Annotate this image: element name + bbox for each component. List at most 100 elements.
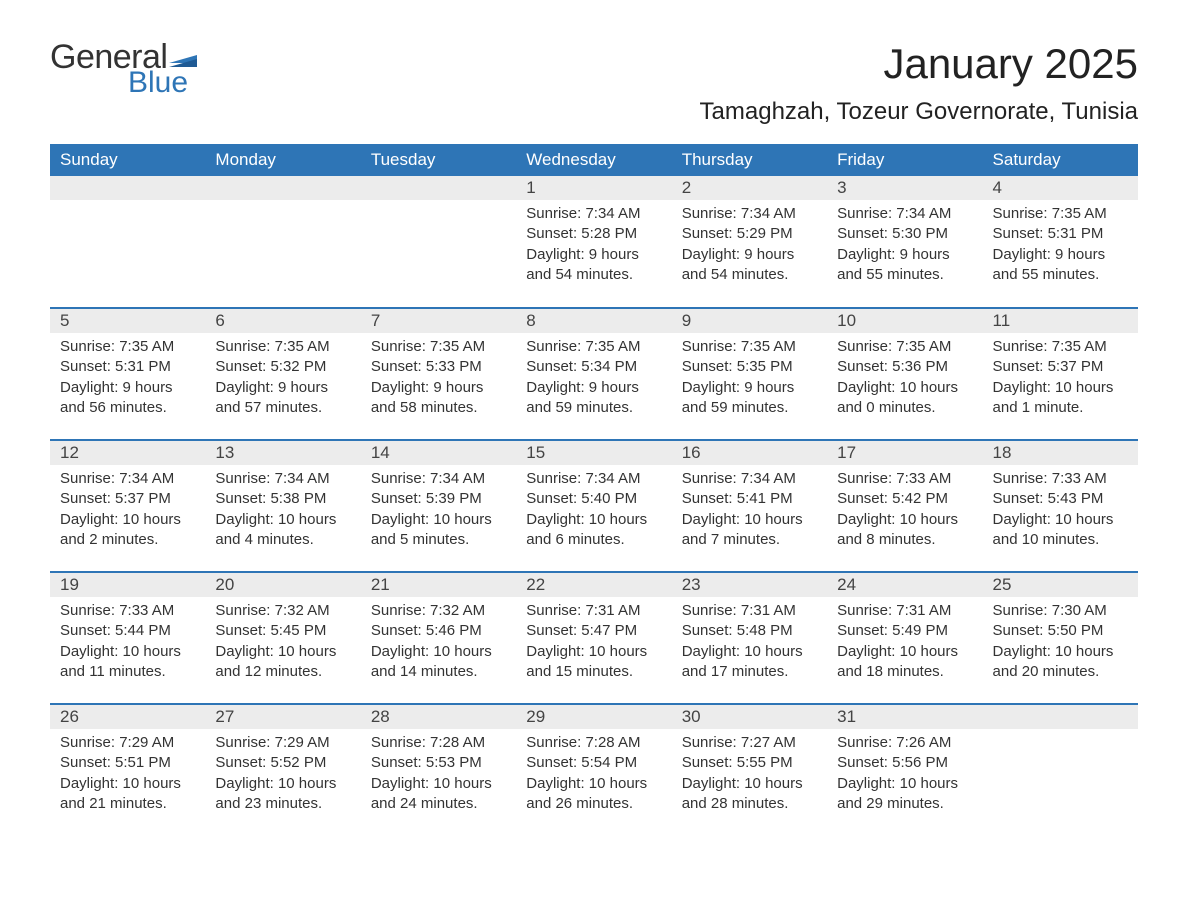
daylight-text: Daylight: 10 hours and 29 minutes. — [837, 774, 972, 815]
day-number: 22 — [516, 573, 671, 597]
day-number: 10 — [827, 309, 982, 333]
daylight-text: Daylight: 10 hours and 14 minutes. — [371, 642, 506, 683]
sunset-text: Sunset: 5:38 PM — [215, 489, 350, 509]
sunset-text: Sunset: 5:40 PM — [526, 489, 661, 509]
sunrise-text: Sunrise: 7:31 AM — [682, 601, 817, 621]
calendar-cell: 10Sunrise: 7:35 AMSunset: 5:36 PMDayligh… — [827, 308, 982, 440]
month-title: January 2025 — [700, 40, 1138, 88]
day-number: 29 — [516, 705, 671, 729]
sunset-text: Sunset: 5:43 PM — [993, 489, 1128, 509]
day-header: Wednesday — [516, 144, 671, 176]
calendar-cell — [50, 176, 205, 308]
calendar-cell: 6Sunrise: 7:35 AMSunset: 5:32 PMDaylight… — [205, 308, 360, 440]
sunrise-text: Sunrise: 7:29 AM — [60, 733, 195, 753]
sunrise-text: Sunrise: 7:31 AM — [837, 601, 972, 621]
calendar-cell: 29Sunrise: 7:28 AMSunset: 5:54 PMDayligh… — [516, 704, 671, 836]
daylight-text: Daylight: 10 hours and 5 minutes. — [371, 510, 506, 551]
flag-icon — [169, 47, 197, 67]
daylight-text: Daylight: 10 hours and 2 minutes. — [60, 510, 195, 551]
title-block: January 2025 Tamaghzah, Tozeur Governora… — [700, 40, 1138, 140]
day-header: Sunday — [50, 144, 205, 176]
day-body: Sunrise: 7:30 AMSunset: 5:50 PMDaylight:… — [983, 597, 1138, 692]
calendar-cell: 22Sunrise: 7:31 AMSunset: 5:47 PMDayligh… — [516, 572, 671, 704]
daylight-text: Daylight: 10 hours and 6 minutes. — [526, 510, 661, 551]
sunset-text: Sunset: 5:48 PM — [682, 621, 817, 641]
daylight-text: Daylight: 10 hours and 18 minutes. — [837, 642, 972, 683]
sunset-text: Sunset: 5:39 PM — [371, 489, 506, 509]
calendar-cell: 18Sunrise: 7:33 AMSunset: 5:43 PMDayligh… — [983, 440, 1138, 572]
day-body: Sunrise: 7:26 AMSunset: 5:56 PMDaylight:… — [827, 729, 982, 824]
day-header: Saturday — [983, 144, 1138, 176]
sunrise-text: Sunrise: 7:35 AM — [526, 337, 661, 357]
calendar-cell: 16Sunrise: 7:34 AMSunset: 5:41 PMDayligh… — [672, 440, 827, 572]
sunrise-text: Sunrise: 7:28 AM — [371, 733, 506, 753]
day-body — [205, 200, 360, 214]
calendar-cell: 12Sunrise: 7:34 AMSunset: 5:37 PMDayligh… — [50, 440, 205, 572]
day-number: 23 — [672, 573, 827, 597]
sunrise-text: Sunrise: 7:34 AM — [682, 204, 817, 224]
day-body: Sunrise: 7:35 AMSunset: 5:31 PMDaylight:… — [983, 200, 1138, 295]
calendar-cell: 5Sunrise: 7:35 AMSunset: 5:31 PMDaylight… — [50, 308, 205, 440]
daylight-text: Daylight: 10 hours and 20 minutes. — [993, 642, 1128, 683]
sunset-text: Sunset: 5:32 PM — [215, 357, 350, 377]
calendar-week: 5Sunrise: 7:35 AMSunset: 5:31 PMDaylight… — [50, 308, 1138, 440]
sunset-text: Sunset: 5:50 PM — [993, 621, 1128, 641]
day-header: Tuesday — [361, 144, 516, 176]
day-body: Sunrise: 7:35 AMSunset: 5:34 PMDaylight:… — [516, 333, 671, 428]
calendar-cell: 13Sunrise: 7:34 AMSunset: 5:38 PMDayligh… — [205, 440, 360, 572]
sunrise-text: Sunrise: 7:28 AM — [526, 733, 661, 753]
sunset-text: Sunset: 5:37 PM — [60, 489, 195, 509]
calendar-cell: 19Sunrise: 7:33 AMSunset: 5:44 PMDayligh… — [50, 572, 205, 704]
sunrise-text: Sunrise: 7:32 AM — [371, 601, 506, 621]
daylight-text: Daylight: 9 hours and 59 minutes. — [682, 378, 817, 419]
day-number: 17 — [827, 441, 982, 465]
day-number: 19 — [50, 573, 205, 597]
day-body: Sunrise: 7:28 AMSunset: 5:54 PMDaylight:… — [516, 729, 671, 824]
day-body: Sunrise: 7:33 AMSunset: 5:44 PMDaylight:… — [50, 597, 205, 692]
sunset-text: Sunset: 5:46 PM — [371, 621, 506, 641]
day-body: Sunrise: 7:29 AMSunset: 5:52 PMDaylight:… — [205, 729, 360, 824]
day-number — [361, 176, 516, 200]
calendar-head: SundayMondayTuesdayWednesdayThursdayFrid… — [50, 144, 1138, 176]
day-body: Sunrise: 7:32 AMSunset: 5:46 PMDaylight:… — [361, 597, 516, 692]
day-number: 20 — [205, 573, 360, 597]
daylight-text: Daylight: 10 hours and 10 minutes. — [993, 510, 1128, 551]
sunset-text: Sunset: 5:41 PM — [682, 489, 817, 509]
calendar-cell — [983, 704, 1138, 836]
sunrise-text: Sunrise: 7:34 AM — [682, 469, 817, 489]
day-header: Friday — [827, 144, 982, 176]
day-number: 2 — [672, 176, 827, 200]
day-body: Sunrise: 7:32 AMSunset: 5:45 PMDaylight:… — [205, 597, 360, 692]
daylight-text: Daylight: 10 hours and 0 minutes. — [837, 378, 972, 419]
calendar-cell: 3Sunrise: 7:34 AMSunset: 5:30 PMDaylight… — [827, 176, 982, 308]
daylight-text: Daylight: 9 hours and 58 minutes. — [371, 378, 506, 419]
calendar-body: 1Sunrise: 7:34 AMSunset: 5:28 PMDaylight… — [50, 176, 1138, 836]
day-number: 3 — [827, 176, 982, 200]
sunset-text: Sunset: 5:29 PM — [682, 224, 817, 244]
daylight-text: Daylight: 10 hours and 1 minute. — [993, 378, 1128, 419]
sunrise-text: Sunrise: 7:29 AM — [215, 733, 350, 753]
day-body: Sunrise: 7:35 AMSunset: 5:32 PMDaylight:… — [205, 333, 360, 428]
sunset-text: Sunset: 5:45 PM — [215, 621, 350, 641]
sunrise-text: Sunrise: 7:35 AM — [60, 337, 195, 357]
sunset-text: Sunset: 5:30 PM — [837, 224, 972, 244]
daylight-text: Daylight: 10 hours and 28 minutes. — [682, 774, 817, 815]
day-number: 1 — [516, 176, 671, 200]
calendar-cell: 2Sunrise: 7:34 AMSunset: 5:29 PMDaylight… — [672, 176, 827, 308]
daylight-text: Daylight: 10 hours and 17 minutes. — [682, 642, 817, 683]
day-body — [361, 200, 516, 214]
day-number — [50, 176, 205, 200]
day-number: 11 — [983, 309, 1138, 333]
daylight-text: Daylight: 10 hours and 23 minutes. — [215, 774, 350, 815]
day-body: Sunrise: 7:34 AMSunset: 5:37 PMDaylight:… — [50, 465, 205, 560]
daylight-text: Daylight: 9 hours and 59 minutes. — [526, 378, 661, 419]
sunrise-text: Sunrise: 7:33 AM — [993, 469, 1128, 489]
sunset-text: Sunset: 5:55 PM — [682, 753, 817, 773]
sunrise-text: Sunrise: 7:35 AM — [993, 204, 1128, 224]
sunrise-text: Sunrise: 7:34 AM — [371, 469, 506, 489]
day-header: Monday — [205, 144, 360, 176]
sunset-text: Sunset: 5:33 PM — [371, 357, 506, 377]
calendar-cell: 15Sunrise: 7:34 AMSunset: 5:40 PMDayligh… — [516, 440, 671, 572]
daylight-text: Daylight: 10 hours and 7 minutes. — [682, 510, 817, 551]
day-body: Sunrise: 7:35 AMSunset: 5:33 PMDaylight:… — [361, 333, 516, 428]
